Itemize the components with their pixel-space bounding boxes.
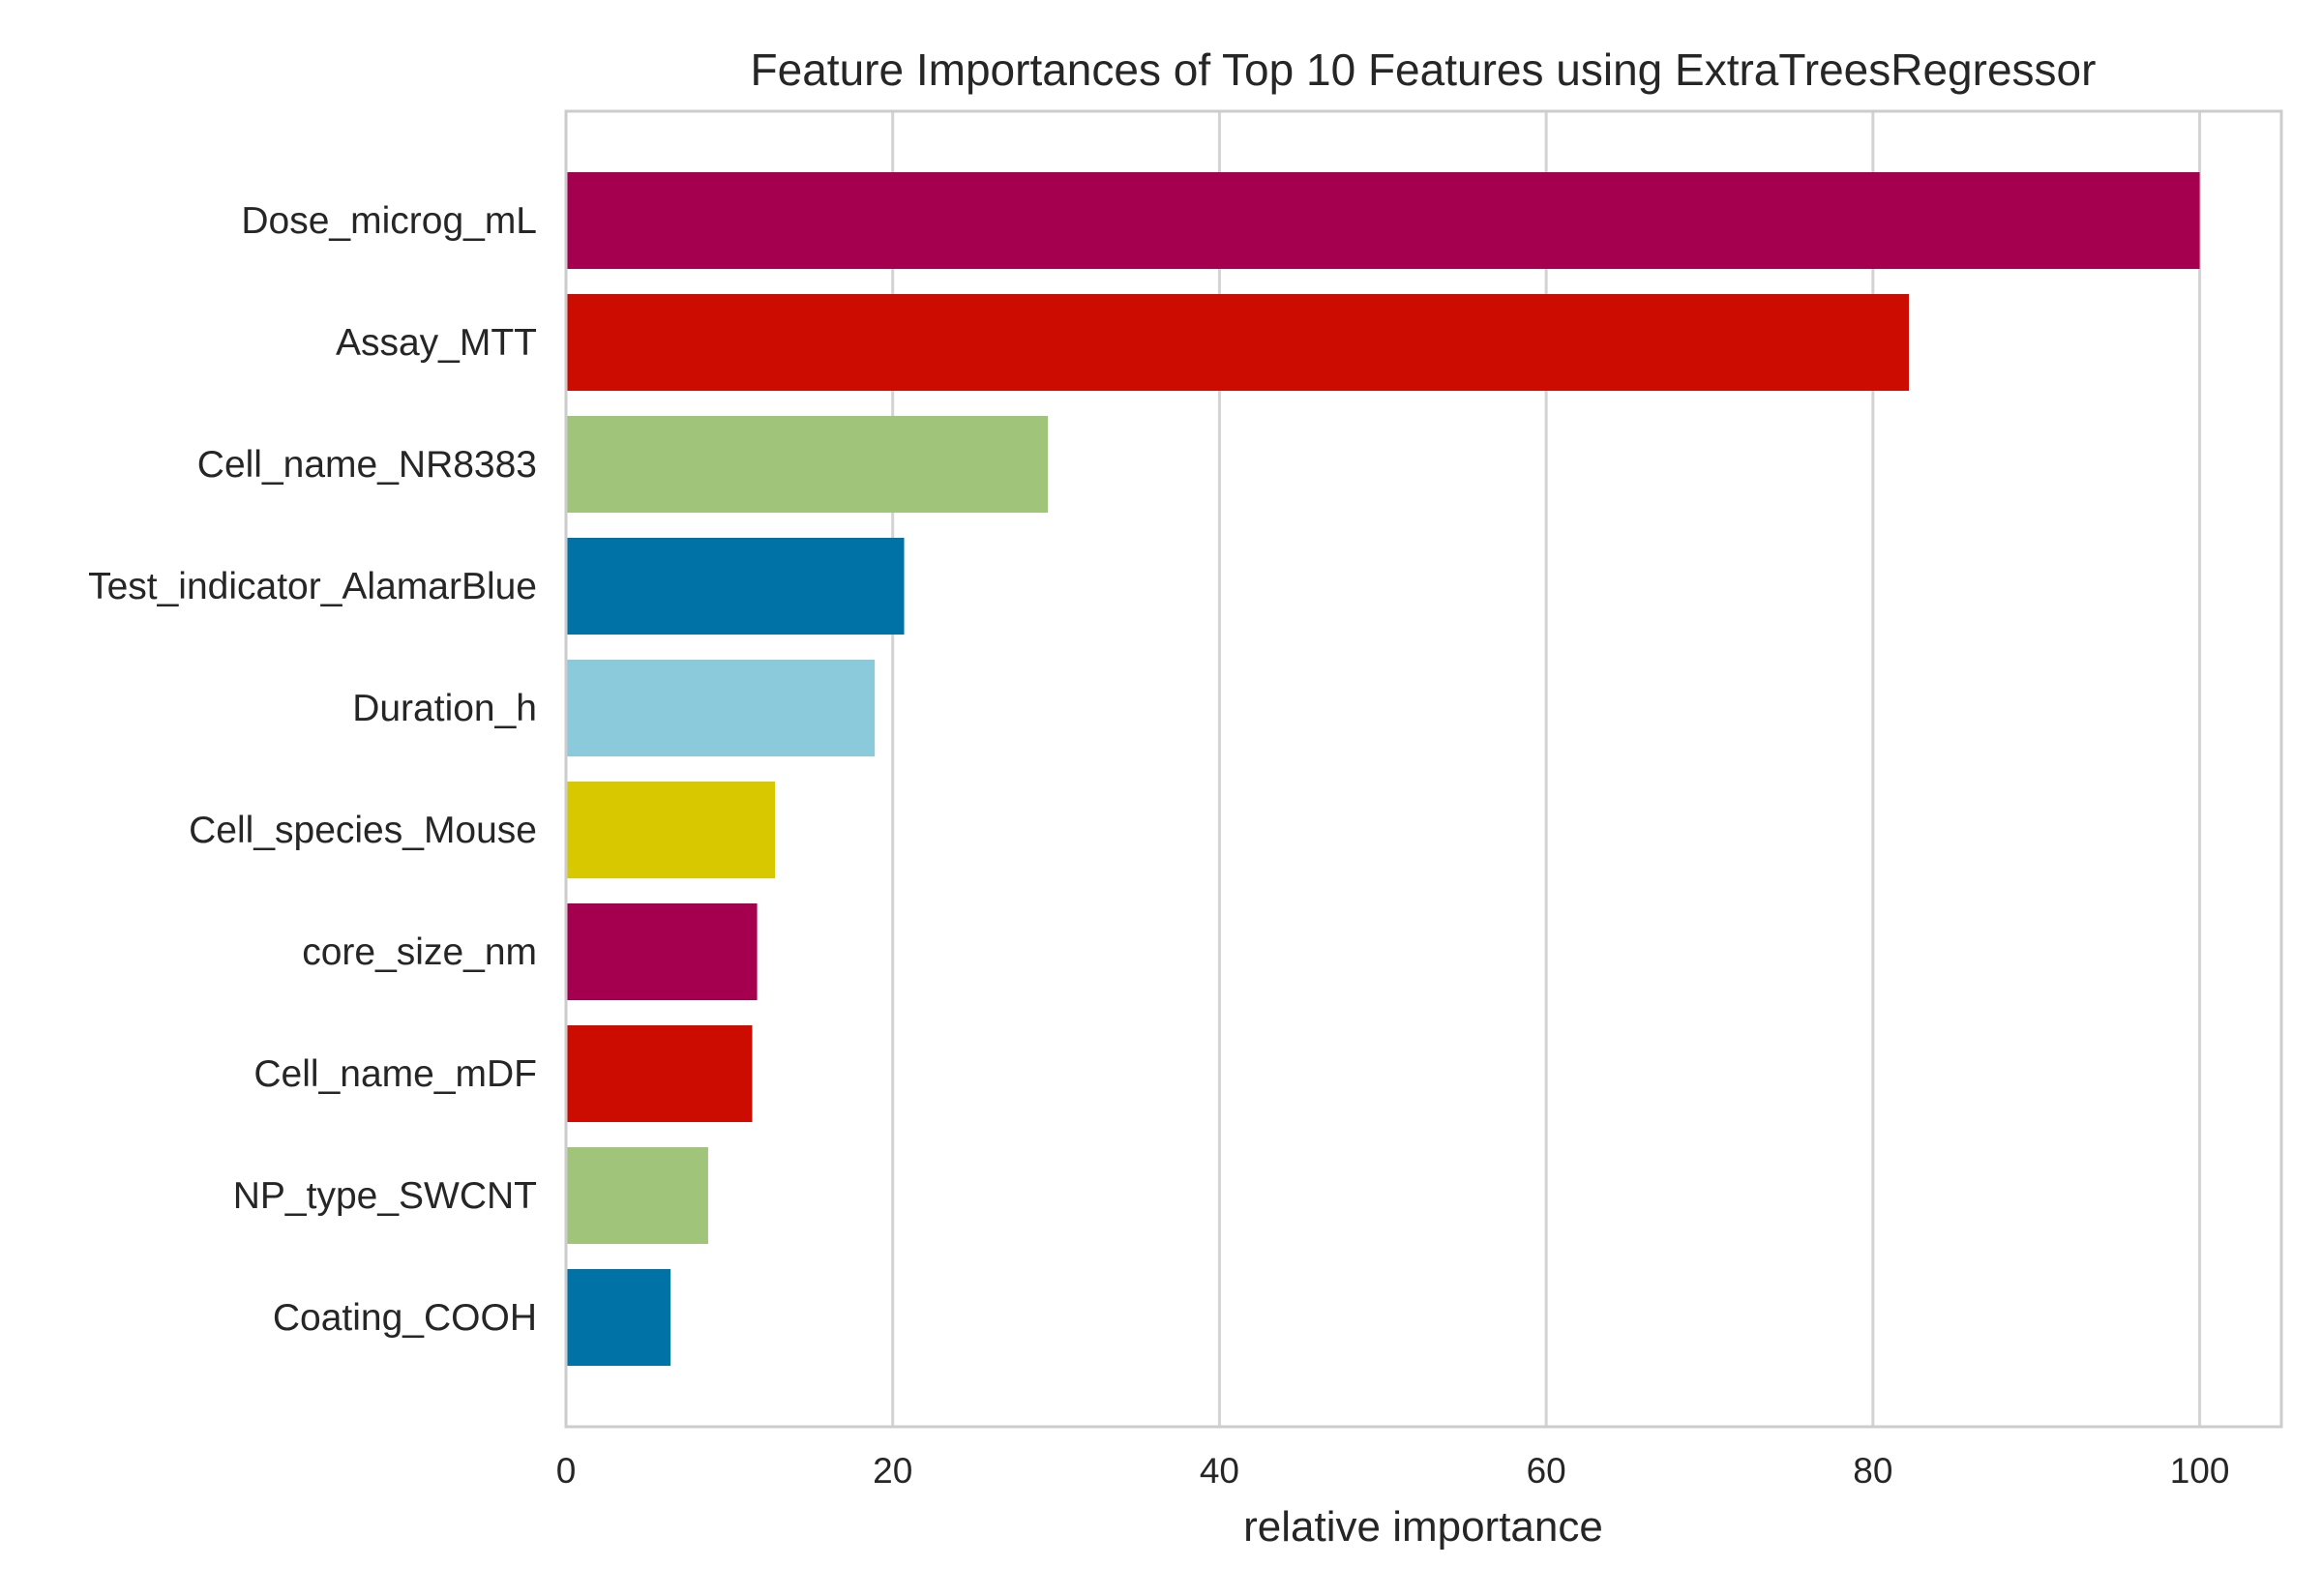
category-label: Cell_species_Mouse <box>189 810 537 851</box>
x-tick-label: 40 <box>1200 1451 1239 1491</box>
bar-duration-h <box>566 660 876 756</box>
category-label: Assay_MTT <box>336 322 537 364</box>
x-tick-label: 100 <box>2170 1451 2230 1491</box>
chart-title: Feature Importances of Top 10 Features u… <box>751 44 2097 95</box>
bar-np-type-swcnt <box>566 1147 708 1244</box>
x-axis-label: relative importance <box>1243 1503 1603 1551</box>
category-label: Test_indicator_AlamarBlue <box>88 566 537 607</box>
category-label: Coating_COOH <box>273 1297 537 1339</box>
bar-assay-mtt <box>566 294 1910 391</box>
category-label: NP_type_SWCNT <box>233 1175 537 1217</box>
plot-frame <box>564 109 2283 1429</box>
category-label: Cell_name_NR8383 <box>197 444 537 486</box>
category-label: Dose_microg_mL <box>241 200 537 242</box>
x-tick-labels: 0 20 40 60 80 100 <box>556 1451 2230 1491</box>
category-label: core_size_nm <box>302 931 537 973</box>
bar-coating-cooh <box>566 1269 671 1366</box>
bar-core-size-nm <box>566 903 758 1000</box>
bar-cell-species-mouse <box>566 782 776 878</box>
x-tick-label: 20 <box>873 1451 912 1491</box>
x-tick-label: 0 <box>556 1451 577 1491</box>
category-label: Cell_name_mDF <box>253 1053 537 1095</box>
bar-cell-name-nr8383 <box>566 416 1049 513</box>
bar-cell-name-mdf <box>566 1025 753 1122</box>
x-tick-label: 60 <box>1527 1451 1566 1491</box>
x-tick-label: 80 <box>1853 1451 1892 1491</box>
category-label: Duration_h <box>352 688 537 729</box>
bars <box>566 172 2200 1366</box>
bar-test-indicator-alamarblue <box>566 538 905 635</box>
bar-dose-microg-ml <box>566 172 2200 269</box>
category-labels: Dose_microg_mL Assay_MTT Cell_name_NR8383 T… <box>88 200 537 1339</box>
